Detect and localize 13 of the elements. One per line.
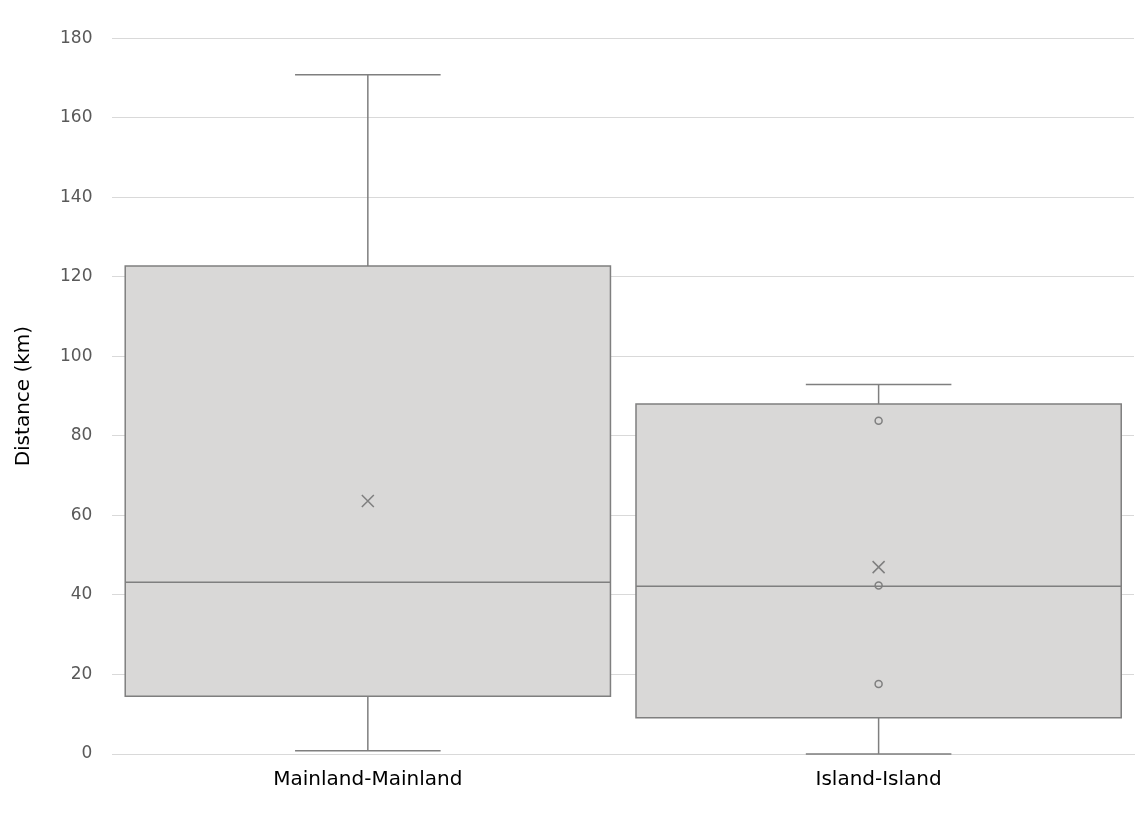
y-tick-label: 160 bbox=[59, 106, 93, 127]
y-tick-label: 0 bbox=[81, 742, 93, 763]
y-tick-label: 40 bbox=[70, 583, 93, 604]
y-tick-label: 80 bbox=[70, 424, 93, 445]
x-tick-label: Mainland-Mainland bbox=[273, 766, 463, 791]
y-tick-label: 60 bbox=[70, 503, 93, 524]
y-tick-label: 100 bbox=[59, 344, 93, 365]
x-tick-label: Island-Island bbox=[815, 766, 942, 791]
y-tick-label: 180 bbox=[59, 26, 93, 47]
y-tick-label: 140 bbox=[59, 185, 93, 206]
y-tick-label: 20 bbox=[70, 662, 93, 683]
y-tick-label: 120 bbox=[59, 265, 93, 286]
y-axis-title: Distance (km) bbox=[10, 325, 35, 467]
